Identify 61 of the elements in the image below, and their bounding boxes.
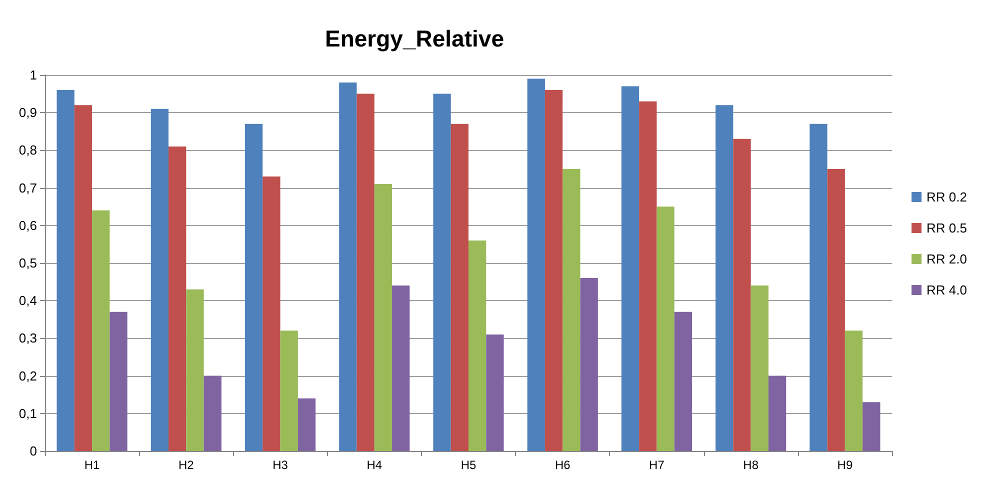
- bar: [750, 286, 768, 451]
- bar: [468, 240, 486, 451]
- bar: [262, 176, 280, 451]
- chart-title: Energy_Relative: [325, 26, 504, 52]
- x-tick-label: H6: [554, 458, 571, 472]
- bar: [433, 94, 451, 451]
- bar: [827, 169, 845, 451]
- legend-label: RR 0.5: [926, 220, 968, 236]
- bar: [639, 101, 657, 451]
- bar: [168, 146, 186, 451]
- y-tick-label: 0,1: [18, 406, 37, 421]
- x-tick-label: H2: [178, 458, 194, 472]
- bar: [621, 86, 640, 451]
- bar: [674, 312, 692, 451]
- x-tick-label: H8: [743, 458, 759, 472]
- bar: [862, 402, 880, 451]
- bar: [244, 124, 263, 451]
- bar: [450, 124, 468, 451]
- bar: [768, 376, 786, 451]
- y-tick-label: 0,8: [18, 142, 37, 158]
- x-tick-label: H5: [460, 458, 476, 472]
- x-tick-label: H9: [837, 458, 853, 472]
- y-tick-label: 0,2: [18, 368, 37, 384]
- y-tick-label: 0,4: [18, 293, 37, 308]
- y-tick-label: 0,7: [18, 180, 37, 196]
- bar: [527, 78, 545, 451]
- bar: [339, 82, 357, 451]
- bar: [810, 124, 828, 451]
- legend-label: RR 4.0: [926, 282, 968, 298]
- y-tick-label: 0: [30, 444, 37, 458]
- bar: [562, 169, 580, 451]
- bar: [150, 108, 169, 451]
- bar: [204, 376, 222, 451]
- x-tick-label: H7: [649, 458, 665, 472]
- bar: [56, 90, 74, 451]
- x-tick-label: H4: [366, 458, 382, 472]
- legend-label: RR 0.2: [926, 190, 968, 204]
- bar: [186, 289, 204, 451]
- bar: [356, 94, 374, 451]
- bar: [716, 105, 734, 451]
- bar: [486, 334, 504, 451]
- y-tick-label: 0,5: [18, 256, 37, 270]
- bar: [656, 206, 674, 451]
- x-tick-label: H1: [84, 458, 100, 472]
- y-tick-label: 0,3: [18, 330, 37, 346]
- bar: [92, 210, 110, 451]
- x-tick-label: H3: [272, 458, 288, 472]
- bar: [110, 312, 128, 451]
- bar: [580, 278, 598, 451]
- legend-label: RR 2.0: [926, 252, 968, 266]
- bar: [74, 105, 92, 451]
- y-tick-label: 0,9: [18, 105, 37, 120]
- bar: [733, 138, 751, 451]
- y-tick-label: 1: [30, 68, 37, 82]
- bar: [392, 286, 410, 451]
- bar: [280, 330, 298, 451]
- bar: [298, 398, 316, 451]
- bar: [374, 184, 392, 451]
- bar: [544, 90, 563, 451]
- bar: [844, 330, 863, 451]
- y-tick-label: 0,6: [18, 218, 37, 233]
